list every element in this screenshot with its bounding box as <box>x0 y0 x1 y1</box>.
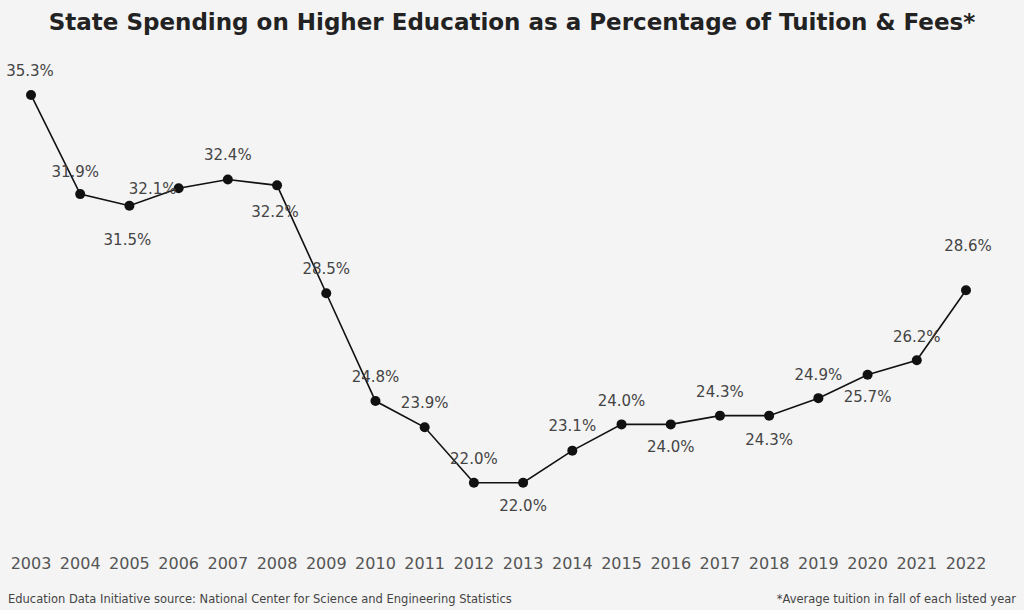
x-tick-label: 2011 <box>404 554 445 573</box>
data-point <box>567 446 577 456</box>
data-label: 28.6% <box>944 237 992 255</box>
chart: State Spending on Higher Education as a … <box>0 0 1024 610</box>
data-point <box>469 478 479 488</box>
x-tick-label: 2009 <box>306 554 347 573</box>
data-point <box>321 288 331 298</box>
data-point <box>715 411 725 421</box>
source: Education Data Initiative source: Nation… <box>8 592 512 606</box>
x-tick-label: 2017 <box>700 554 741 573</box>
data-label: 31.9% <box>51 163 99 181</box>
data-point <box>370 396 380 406</box>
x-tick-label: 2019 <box>798 554 839 573</box>
data-label: 25.7% <box>844 388 892 406</box>
x-tick-label: 2020 <box>847 554 888 573</box>
data-label: 24.0% <box>647 438 695 456</box>
footnote: *Average tuition in fall of each listed … <box>777 592 1017 606</box>
data-point <box>272 180 282 190</box>
x-tick-label: 2005 <box>109 554 150 573</box>
data-point <box>617 419 627 429</box>
data-label: 24.3% <box>745 431 793 449</box>
data-label: 22.0% <box>499 497 547 515</box>
data-point <box>518 478 528 488</box>
data-point <box>75 189 85 199</box>
data-point <box>912 355 922 365</box>
x-tick-label: 2007 <box>207 554 248 573</box>
x-tick-label: 2008 <box>257 554 298 573</box>
data-point <box>223 175 233 185</box>
data-label: 28.5% <box>302 260 350 278</box>
data-point <box>124 201 134 211</box>
data-label: 31.5% <box>104 231 152 249</box>
data-label: 23.9% <box>401 394 449 412</box>
x-tick-label: 2016 <box>650 554 691 573</box>
x-tick-label: 2014 <box>552 554 593 573</box>
data-label: 24.9% <box>795 366 843 384</box>
background <box>0 0 1024 610</box>
data-label: 35.3% <box>6 62 54 80</box>
x-tick-label: 2013 <box>503 554 544 573</box>
data-label: 24.8% <box>352 368 400 386</box>
x-tick-label: 2022 <box>946 554 987 573</box>
data-line <box>31 95 966 483</box>
x-tick-label: 2004 <box>60 554 101 573</box>
x-tick-label: 2003 <box>11 554 52 573</box>
data-label: 32.1% <box>129 180 177 198</box>
data-label: 32.4% <box>204 146 252 164</box>
x-tick-label: 2018 <box>749 554 790 573</box>
data-point <box>813 393 823 403</box>
data-label: 32.2% <box>251 203 299 221</box>
data-label: 24.3% <box>696 383 744 401</box>
x-tick-label: 2021 <box>896 554 937 573</box>
data-point <box>764 411 774 421</box>
x-tick-label: 2015 <box>601 554 642 573</box>
data-label: 26.2% <box>893 328 941 346</box>
data-label: 23.1% <box>548 417 596 435</box>
data-label: 22.0% <box>450 450 498 468</box>
data-point <box>961 285 971 295</box>
data-label: 24.0% <box>598 392 646 410</box>
data-point <box>666 419 676 429</box>
x-tick-label: 2006 <box>158 554 199 573</box>
data-point <box>26 90 36 100</box>
data-point <box>863 370 873 380</box>
x-tick-label: 2012 <box>454 554 495 573</box>
title: State Spending on Higher Education as a … <box>49 9 976 35</box>
plot-area <box>26 90 971 488</box>
data-point <box>420 422 430 432</box>
x-tick-label: 2010 <box>355 554 396 573</box>
